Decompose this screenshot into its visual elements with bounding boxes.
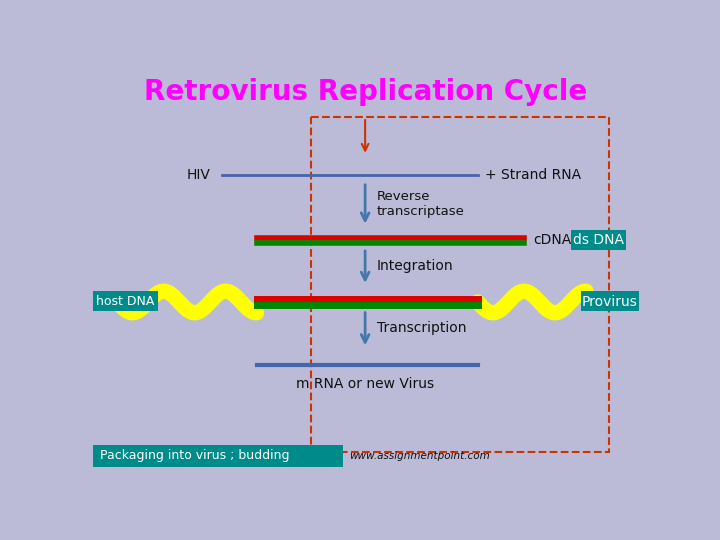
Text: HIV: HIV [186,168,210,182]
Text: Packaging into virus ; budding: Packaging into virus ; budding [100,449,289,462]
Text: cDNA: cDNA [534,233,572,247]
Text: Provirus: Provirus [582,295,638,309]
Text: m RNA or new Virus: m RNA or new Virus [296,377,434,390]
Text: Integration: Integration [377,259,454,273]
Text: Reverse
transcriptase: Reverse transcriptase [377,190,464,218]
Text: Transcription: Transcription [377,321,467,335]
Text: + Strand RNA: + Strand RNA [485,168,581,182]
Bar [311,117,609,452]
Text: www.assignmentpoint.com: www.assignmentpoint.com [350,451,490,461]
Text: host DNA: host DNA [96,295,155,308]
FancyBboxPatch shape [93,291,158,311]
FancyBboxPatch shape [581,291,639,311]
Text: Retrovirus Replication Cycle: Retrovirus Replication Cycle [143,78,587,106]
Text: ds DNA: ds DNA [573,233,624,247]
FancyBboxPatch shape [571,231,626,251]
FancyBboxPatch shape [93,445,343,467]
